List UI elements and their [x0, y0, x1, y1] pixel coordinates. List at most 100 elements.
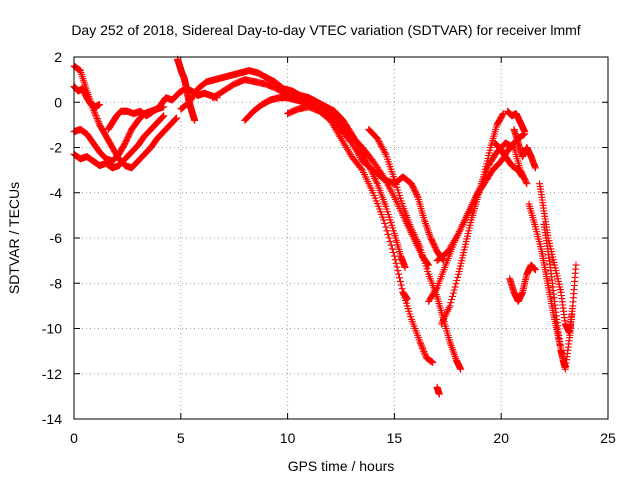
data-point: [381, 220, 389, 227]
data-point: [422, 220, 430, 227]
data-point: [396, 277, 404, 285]
data-point: [378, 144, 386, 152]
data-point: [379, 171, 387, 179]
data-point: [531, 266, 539, 274]
data-point: [416, 338, 424, 346]
data-point: [499, 111, 507, 119]
y-tick-label: -10: [42, 321, 62, 337]
data-point: [452, 280, 460, 288]
chart-title: Day 252 of 2018, Sidereal Day-to-day VTE…: [71, 22, 580, 38]
data-point: [432, 285, 440, 293]
data-point: [519, 173, 527, 181]
y-tick-label: -12: [42, 366, 62, 382]
data-point: [379, 146, 387, 153]
data-point: [173, 114, 180, 122]
series-group: [70, 82, 104, 111]
data-point: [453, 277, 461, 284]
data-point: [357, 165, 365, 173]
data-point: [373, 134, 381, 142]
series-group: [284, 103, 437, 366]
x-tick-label: 25: [600, 430, 616, 446]
data-point: [391, 256, 399, 264]
data-point: [94, 118, 102, 126]
data-point: [417, 340, 425, 348]
data-point: [429, 358, 437, 366]
data-point: [385, 234, 393, 242]
data-point: [388, 245, 396, 253]
y-tick-label: 2: [54, 49, 62, 65]
data-point: [421, 351, 429, 359]
y-tick-label: -8: [50, 275, 63, 291]
data-point: [375, 138, 383, 146]
data-point: [92, 113, 100, 121]
series-group: [241, 94, 433, 269]
data-point: [457, 365, 465, 373]
data-point: [448, 296, 456, 303]
data-point: [93, 115, 101, 122]
series-group: [174, 55, 199, 124]
y-axis-label: SDTVAR / TECUs: [6, 182, 22, 294]
data-point: [393, 263, 401, 271]
data-point: [417, 341, 425, 349]
x-tick-label: 20: [493, 430, 509, 446]
y-tick-label: 0: [54, 94, 62, 110]
y-tick-label: -14: [42, 411, 62, 427]
data-point: [398, 285, 406, 293]
data-point: [383, 227, 391, 235]
data-point: [451, 283, 459, 291]
data-point: [449, 345, 456, 353]
data-point: [397, 281, 405, 289]
data-point: [171, 115, 179, 123]
plot-frame: [73, 56, 609, 420]
data-point: [94, 116, 102, 124]
series-group: [399, 288, 411, 303]
series-group: [491, 139, 527, 181]
data-point: [395, 270, 403, 278]
data-point: [390, 252, 398, 260]
data-point: [381, 149, 389, 157]
data-point: [389, 249, 397, 256]
data-point: [377, 141, 385, 149]
data-point: [413, 192, 421, 200]
data-point: [396, 274, 403, 282]
data-point: [91, 110, 99, 118]
data-point: [191, 116, 199, 124]
data-point: [449, 292, 456, 300]
data-point: [450, 286, 458, 294]
data-point: [401, 263, 409, 271]
data-point: [386, 238, 394, 246]
data-point: [522, 178, 530, 186]
series-group: [504, 107, 529, 136]
series-group: [506, 261, 539, 305]
data-point: [374, 136, 382, 144]
data-point: [419, 344, 427, 352]
data-point: [435, 390, 443, 398]
data-point: [403, 295, 411, 303]
data-point: [158, 113, 166, 121]
data-point: [387, 241, 395, 249]
series-group: [70, 62, 180, 172]
x-axis-label: GPS time / hours: [288, 458, 395, 474]
data-point: [454, 273, 462, 281]
data-point: [447, 340, 455, 348]
data-point: [392, 259, 400, 267]
x-tick-label: 5: [177, 430, 185, 446]
data-point: [531, 164, 539, 172]
x-tick-label: 10: [280, 430, 296, 446]
data-point: [378, 142, 386, 150]
data-point: [384, 230, 392, 238]
data-point: [572, 261, 580, 269]
data-point: [419, 346, 427, 354]
series-group: [510, 125, 539, 172]
data-point: [421, 349, 428, 357]
x-tick-label: 15: [387, 430, 403, 446]
data-point: [394, 267, 402, 275]
series-group: [433, 383, 443, 398]
data-point: [447, 299, 455, 307]
data-point: [420, 348, 428, 356]
data-point: [380, 216, 388, 224]
data-point: [523, 180, 531, 188]
data-point: [446, 302, 454, 310]
data-point: [521, 128, 529, 136]
